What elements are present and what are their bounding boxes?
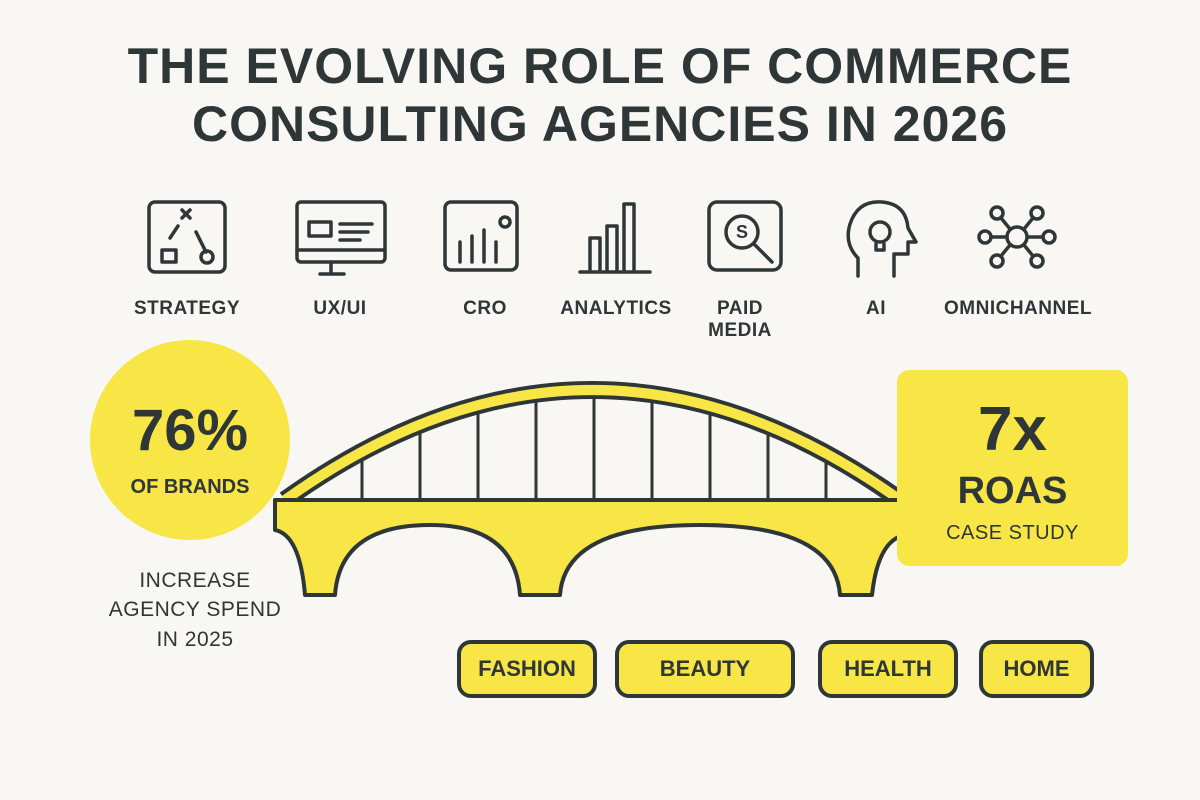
service-label: CRO (463, 298, 507, 319)
service-label: UX/UI (313, 298, 367, 319)
stat-caption: CASE STUDY (946, 522, 1079, 544)
title-line: THE EVOLVING ROLE OF COMMERCE (127, 38, 1073, 94)
stat-label: ROAS (957, 470, 1068, 512)
stat-box (897, 370, 1128, 566)
cro-icon (443, 200, 519, 272)
industry-tag: HEALTH (818, 640, 958, 698)
service-label: ANALYTICS (560, 298, 672, 319)
service-label: STRATEGY (133, 298, 241, 319)
stat-value: 76% (131, 398, 249, 463)
industry-tag: HOME (979, 640, 1094, 698)
stat-value: 7x (978, 395, 1047, 464)
paid-media-icon: S (707, 200, 783, 272)
icons: S (147, 200, 1057, 278)
deck (273, 498, 907, 597)
ux-icon (295, 200, 387, 276)
strategy-icon (147, 200, 227, 274)
arch (282, 385, 903, 505)
stat-label: OF BRANDS (130, 476, 250, 498)
stat-circle (90, 340, 290, 540)
svg-text:S: S (736, 222, 748, 242)
bridge (273, 381, 907, 597)
omnichannel-icon (977, 205, 1057, 269)
service-label: OMNICHANNEL (944, 298, 1092, 319)
title-line: CONSULTING AGENCIES IN 2026 (191, 96, 1009, 152)
ai-icon (846, 200, 918, 278)
stat-caption: INCREASE AGENCY SPEND IN 2025 (108, 569, 282, 651)
service-label: AI (866, 298, 886, 319)
analytics-icon (578, 202, 652, 274)
industry-tag: BEAUTY (615, 640, 795, 698)
service-label: PAID MEDIA (708, 298, 772, 341)
industry-tag: FASHION (457, 640, 597, 698)
